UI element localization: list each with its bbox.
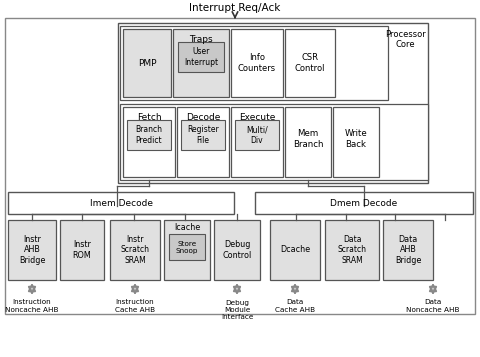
Bar — [120, 26, 388, 100]
Bar — [60, 220, 104, 280]
Text: Instr
Scratch
SRAM: Instr Scratch SRAM — [120, 235, 149, 265]
Bar — [214, 220, 260, 280]
Text: Data
Cache AHB: Data Cache AHB — [275, 300, 315, 312]
Bar — [123, 29, 171, 97]
Text: Debug
Control: Debug Control — [222, 240, 252, 260]
Text: Branch
Predict: Branch Predict — [135, 125, 163, 145]
Bar — [173, 29, 229, 97]
Text: Multi/
Div: Multi/ Div — [246, 125, 268, 145]
Bar — [8, 220, 56, 280]
Bar — [120, 104, 428, 180]
Bar — [383, 220, 433, 280]
Text: Processor
Core: Processor Core — [384, 30, 425, 49]
Text: Data
Scratch
SRAM: Data Scratch SRAM — [337, 235, 367, 265]
Text: Fetch: Fetch — [137, 112, 161, 121]
Text: Traps: Traps — [189, 35, 213, 44]
Text: CSR
Control: CSR Control — [295, 53, 325, 73]
Text: PMP: PMP — [138, 59, 156, 67]
Text: Instruction
Cache AHB: Instruction Cache AHB — [115, 300, 155, 312]
Text: Imem Decode: Imem Decode — [89, 198, 153, 207]
Text: Interrupt Req/Ack: Interrupt Req/Ack — [189, 3, 281, 13]
Text: Data
AHB
Bridge: Data AHB Bridge — [395, 235, 421, 265]
Bar — [235, 120, 279, 150]
Bar — [169, 234, 205, 260]
Text: Instr
ROM: Instr ROM — [72, 240, 91, 260]
Bar — [231, 107, 283, 177]
Text: Decode: Decode — [186, 112, 220, 121]
Bar — [333, 107, 379, 177]
Bar — [181, 120, 225, 150]
Text: Mem
Branch: Mem Branch — [293, 129, 323, 149]
Text: Store
Snoop: Store Snoop — [176, 241, 198, 253]
Text: User
Interrupt: User Interrupt — [184, 47, 218, 67]
Text: Info
Counters: Info Counters — [238, 53, 276, 73]
Bar — [285, 29, 335, 97]
Text: Instr
AHB
Bridge: Instr AHB Bridge — [19, 235, 45, 265]
Bar — [5, 18, 475, 314]
Bar — [123, 107, 175, 177]
Bar — [231, 29, 283, 97]
Bar — [118, 23, 428, 183]
Text: Dmem Decode: Dmem Decode — [330, 198, 397, 207]
Bar — [270, 220, 320, 280]
Bar — [177, 107, 229, 177]
Bar — [325, 220, 379, 280]
Bar — [8, 192, 234, 214]
Text: Icache: Icache — [174, 223, 200, 232]
Bar — [127, 120, 171, 150]
Text: Debug
Module
Interface: Debug Module Interface — [221, 300, 253, 320]
Bar — [164, 220, 210, 280]
Text: Instruction
Noncache AHB: Instruction Noncache AHB — [5, 300, 59, 312]
Text: Data
Noncache AHB: Data Noncache AHB — [406, 300, 460, 312]
Bar — [255, 192, 473, 214]
Bar — [178, 42, 224, 72]
Bar — [110, 220, 160, 280]
Text: Register
File: Register File — [187, 125, 219, 145]
Bar — [285, 107, 331, 177]
Text: Execute: Execute — [239, 112, 275, 121]
Text: Dcache: Dcache — [280, 246, 310, 255]
Text: Write
Back: Write Back — [345, 129, 367, 149]
